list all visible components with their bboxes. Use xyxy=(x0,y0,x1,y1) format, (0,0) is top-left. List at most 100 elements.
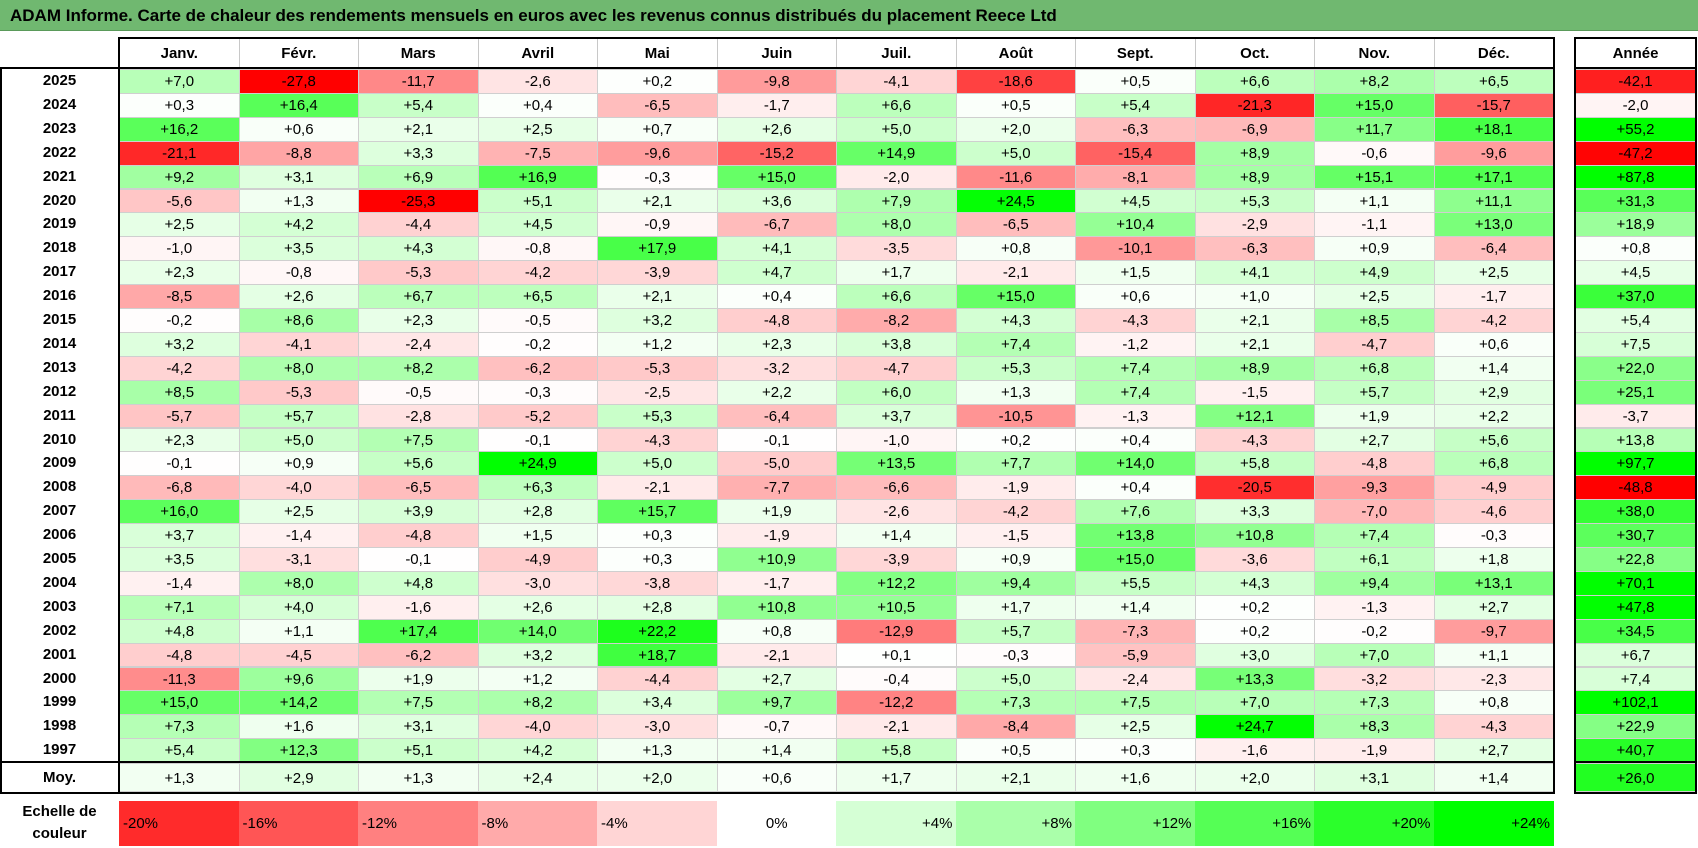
heatmap-cell: +7,6 xyxy=(1075,499,1196,525)
scale-swatch: +24% xyxy=(1433,801,1554,846)
heatmap-cell: -0,3 xyxy=(1433,523,1554,548)
heatmap-cell: -9,6 xyxy=(597,140,718,166)
average-cell: +1,6 xyxy=(1075,763,1196,792)
heatmap-cell: +2,7 xyxy=(716,666,837,692)
annual-cell: +31,3 xyxy=(1575,188,1696,214)
heatmap-cell: -0,5 xyxy=(477,308,598,333)
heatmap-cell: -25,3 xyxy=(358,188,479,214)
heatmap-cell: -6,5 xyxy=(358,475,479,501)
heatmap-cell: -4,9 xyxy=(477,547,598,572)
scale-swatch: +16% xyxy=(1194,801,1315,846)
header-separator xyxy=(0,67,1555,69)
heatmap-cell: +5,7 xyxy=(1314,379,1435,405)
heatmap-cell: +3,2 xyxy=(597,308,718,333)
year-label: 1997 xyxy=(42,741,77,759)
scale-swatch: +12% xyxy=(1075,801,1196,846)
heatmap-cell: +1,9 xyxy=(716,499,837,525)
year-label: 2011 xyxy=(43,406,76,424)
heatmap-cell: +7,0 xyxy=(119,69,240,94)
heatmap-cell: +5,3 xyxy=(1194,188,1315,214)
heatmap-cell: +0,6 xyxy=(1433,331,1554,357)
annual-cell: +22,8 xyxy=(1575,547,1696,572)
heatmap-cell: +5,0 xyxy=(955,140,1076,166)
heatmap-cell: +5,4 xyxy=(358,92,479,118)
annual-cell: +37,0 xyxy=(1575,284,1696,309)
heatmap-cell: +8,2 xyxy=(1314,69,1435,94)
heatmap-cell: +5,1 xyxy=(477,188,598,214)
heatmap-cell: +8,5 xyxy=(1314,308,1435,333)
heatmap-cell: +1,4 xyxy=(716,738,837,764)
heatmap-cell: -6,5 xyxy=(955,212,1076,238)
heatmap-cell: -1,3 xyxy=(1075,403,1196,429)
heatmap-cell: -5,9 xyxy=(1075,642,1196,668)
heatmap-cell: -1,0 xyxy=(119,236,240,262)
heatmap-cell: +7,4 xyxy=(1075,379,1196,405)
heatmap-cell: +4,7 xyxy=(716,260,837,286)
heatmap-cell: +2,5 xyxy=(1314,284,1435,309)
heatmap-cell: +3,2 xyxy=(477,642,598,668)
heatmap-cell: +6,8 xyxy=(1314,355,1435,381)
heatmap-cell: +7,9 xyxy=(836,188,957,214)
heatmap-cell: -0,1 xyxy=(119,451,240,477)
heatmap-cell: +18,1 xyxy=(1433,116,1554,142)
year-label: 2008 xyxy=(42,478,77,496)
annual-cell: -3,7 xyxy=(1575,403,1696,429)
heatmap-cell: -3,1 xyxy=(238,547,359,572)
heatmap-cell: +0,7 xyxy=(597,116,718,142)
heatmap-cell: -3,9 xyxy=(836,547,957,572)
heatmap-cell: +8,9 xyxy=(1194,164,1315,190)
heatmap-cell: -4,7 xyxy=(836,355,957,381)
heatmap-cell: -27,8 xyxy=(238,69,359,94)
heatmap-cell: -0,3 xyxy=(477,379,598,405)
average-cell: +1,4 xyxy=(1433,763,1554,792)
heatmap-cell: -3,2 xyxy=(716,355,837,381)
heatmap-cell: +0,6 xyxy=(1075,284,1196,309)
heatmap-cell: -0,9 xyxy=(597,212,718,238)
heatmap-cell: -5,0 xyxy=(716,451,837,477)
year-label: 2017 xyxy=(42,263,77,281)
year-label: 2007 xyxy=(42,502,77,520)
chart-title: ADAM Informe. Carte de chaleur des rende… xyxy=(0,0,1698,31)
scale-swatch: 0% xyxy=(716,801,837,846)
heatmap-cell: +5,4 xyxy=(119,738,240,764)
heatmap-cell: -4,2 xyxy=(119,355,240,381)
average-cell: +3,1 xyxy=(1314,763,1435,792)
heatmap-cell: -4,1 xyxy=(836,69,957,94)
heatmap-cell: +5,0 xyxy=(836,116,957,142)
heatmap-cell: +15,7 xyxy=(597,499,718,525)
heatmap-cell: -1,7 xyxy=(716,92,837,118)
heatmap-cell: -1,9 xyxy=(716,523,837,548)
average-cell: +1,7 xyxy=(836,763,957,792)
annual-cell: +6,7 xyxy=(1575,642,1696,668)
heatmap-cell: +8,9 xyxy=(1194,140,1315,166)
annual-cell: +87,8 xyxy=(1575,164,1696,190)
heatmap-cell: -8,2 xyxy=(836,308,957,333)
year-label: 2003 xyxy=(42,597,77,615)
scale-swatch: -4% xyxy=(597,801,718,846)
month-header: Mai xyxy=(597,38,718,68)
heatmap-cell: -0,1 xyxy=(716,427,837,453)
heatmap-cell: +4,1 xyxy=(716,236,837,262)
heatmap-cell: +17,1 xyxy=(1433,164,1554,190)
heatmap-cell: -2,0 xyxy=(836,164,957,190)
heatmap-cell: +1,7 xyxy=(836,260,957,286)
heatmap-cell: +12,1 xyxy=(1194,403,1315,429)
heatmap-cell: -5,3 xyxy=(358,260,479,286)
heatmap-cell: -6,2 xyxy=(358,642,479,668)
month-header: Sept. xyxy=(1075,38,1196,68)
year-label: 1999 xyxy=(42,693,77,711)
annual-cell: +25,1 xyxy=(1575,379,1696,405)
annual-cell: +47,8 xyxy=(1575,594,1696,620)
annual-cell: -47,2 xyxy=(1575,140,1696,166)
heatmap-cell: +2,9 xyxy=(1433,379,1554,405)
heatmap-cell: -7,5 xyxy=(477,140,598,166)
heatmap-cell: +2,3 xyxy=(119,427,240,453)
heatmap-cell: +1,5 xyxy=(477,523,598,548)
scale-swatch: +4% xyxy=(836,801,957,846)
heatmap-cell: -4,5 xyxy=(238,642,359,668)
annual-cell: +22,9 xyxy=(1575,714,1696,740)
heatmap-cell: +4,8 xyxy=(358,570,479,596)
average-separator xyxy=(0,761,1555,763)
heatmap-cell: -9,3 xyxy=(1314,475,1435,501)
heatmap-cell: -0,4 xyxy=(836,666,957,692)
